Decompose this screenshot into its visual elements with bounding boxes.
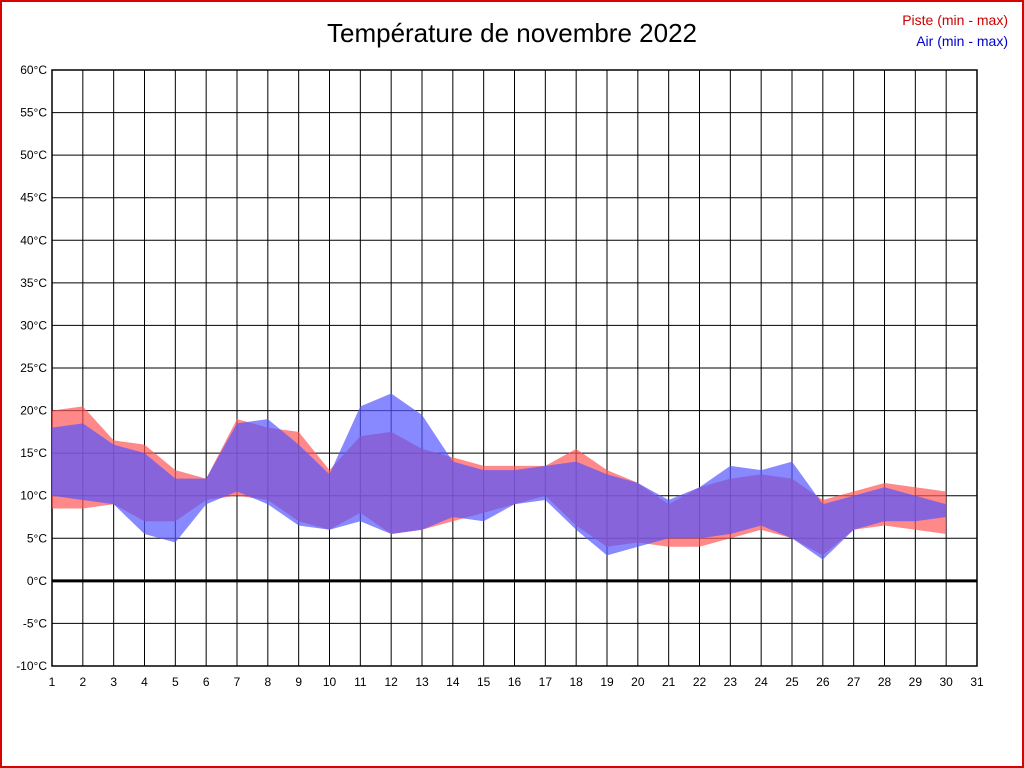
x-tick-label: 13 — [415, 675, 429, 689]
y-tick-label: 55°C — [20, 106, 47, 120]
y-tick-label: 30°C — [20, 318, 47, 332]
x-tick-label: 30 — [939, 675, 953, 689]
x-tick-label: 25 — [785, 675, 799, 689]
x-tick-label: 21 — [662, 675, 676, 689]
x-tick-label: 4 — [141, 675, 148, 689]
x-tick-label: 23 — [724, 675, 738, 689]
x-tick-label: 2 — [79, 675, 86, 689]
x-tick-label: 27 — [847, 675, 861, 689]
y-tick-label: 5°C — [27, 531, 47, 545]
y-tick-label: 40°C — [20, 233, 47, 247]
x-tick-label: 22 — [693, 675, 707, 689]
x-tick-label: 18 — [569, 675, 583, 689]
chart-title: Température de novembre 2022 — [326, 18, 697, 48]
x-tick-label: 10 — [323, 675, 337, 689]
legend: Piste (min - max) Air (min - max) — [902, 10, 1008, 52]
y-tick-label: 45°C — [20, 191, 47, 205]
y-tick-label: 60°C — [20, 63, 47, 77]
plot-border — [51, 69, 978, 667]
y-tick-label: 50°C — [20, 148, 47, 162]
y-tick-label: 10°C — [20, 489, 47, 503]
x-tick-label: 15 — [477, 675, 491, 689]
x-tick-label: 3 — [110, 675, 117, 689]
x-tick-label: 11 — [354, 675, 367, 689]
y-tick-label: 35°C — [20, 276, 47, 290]
x-tick-label: 20 — [631, 675, 645, 689]
legend-piste: Piste (min - max) — [902, 12, 1008, 28]
air-minmax-band — [52, 393, 947, 560]
legend-air: Air (min - max) — [916, 33, 1008, 49]
x-tick-label: 9 — [295, 675, 302, 689]
y-tick-label: -10°C — [16, 659, 47, 673]
y-tick-label: -5°C — [23, 616, 47, 630]
x-tick-label: 24 — [754, 675, 768, 689]
x-tick-label: 28 — [878, 675, 892, 689]
x-tick-label: 16 — [508, 675, 522, 689]
y-tick-label: 20°C — [20, 404, 47, 418]
y-tick-label: 15°C — [20, 446, 47, 460]
x-tick-label: 17 — [539, 675, 553, 689]
x-tick-label: 8 — [264, 675, 271, 689]
x-tick-label: 26 — [816, 675, 830, 689]
x-tick-label: 31 — [970, 675, 984, 689]
x-tick-label: 14 — [446, 675, 460, 689]
x-tick-label: 1 — [49, 675, 56, 689]
x-tick-label: 6 — [203, 675, 210, 689]
y-tick-label: 0°C — [27, 574, 47, 588]
y-tick-label: 25°C — [20, 361, 47, 375]
x-tick-label: 12 — [384, 675, 398, 689]
x-tick-label: 19 — [600, 675, 614, 689]
x-tick-label: 5 — [172, 675, 179, 689]
x-tick-label: 29 — [909, 675, 923, 689]
x-tick-label: 7 — [234, 675, 241, 689]
